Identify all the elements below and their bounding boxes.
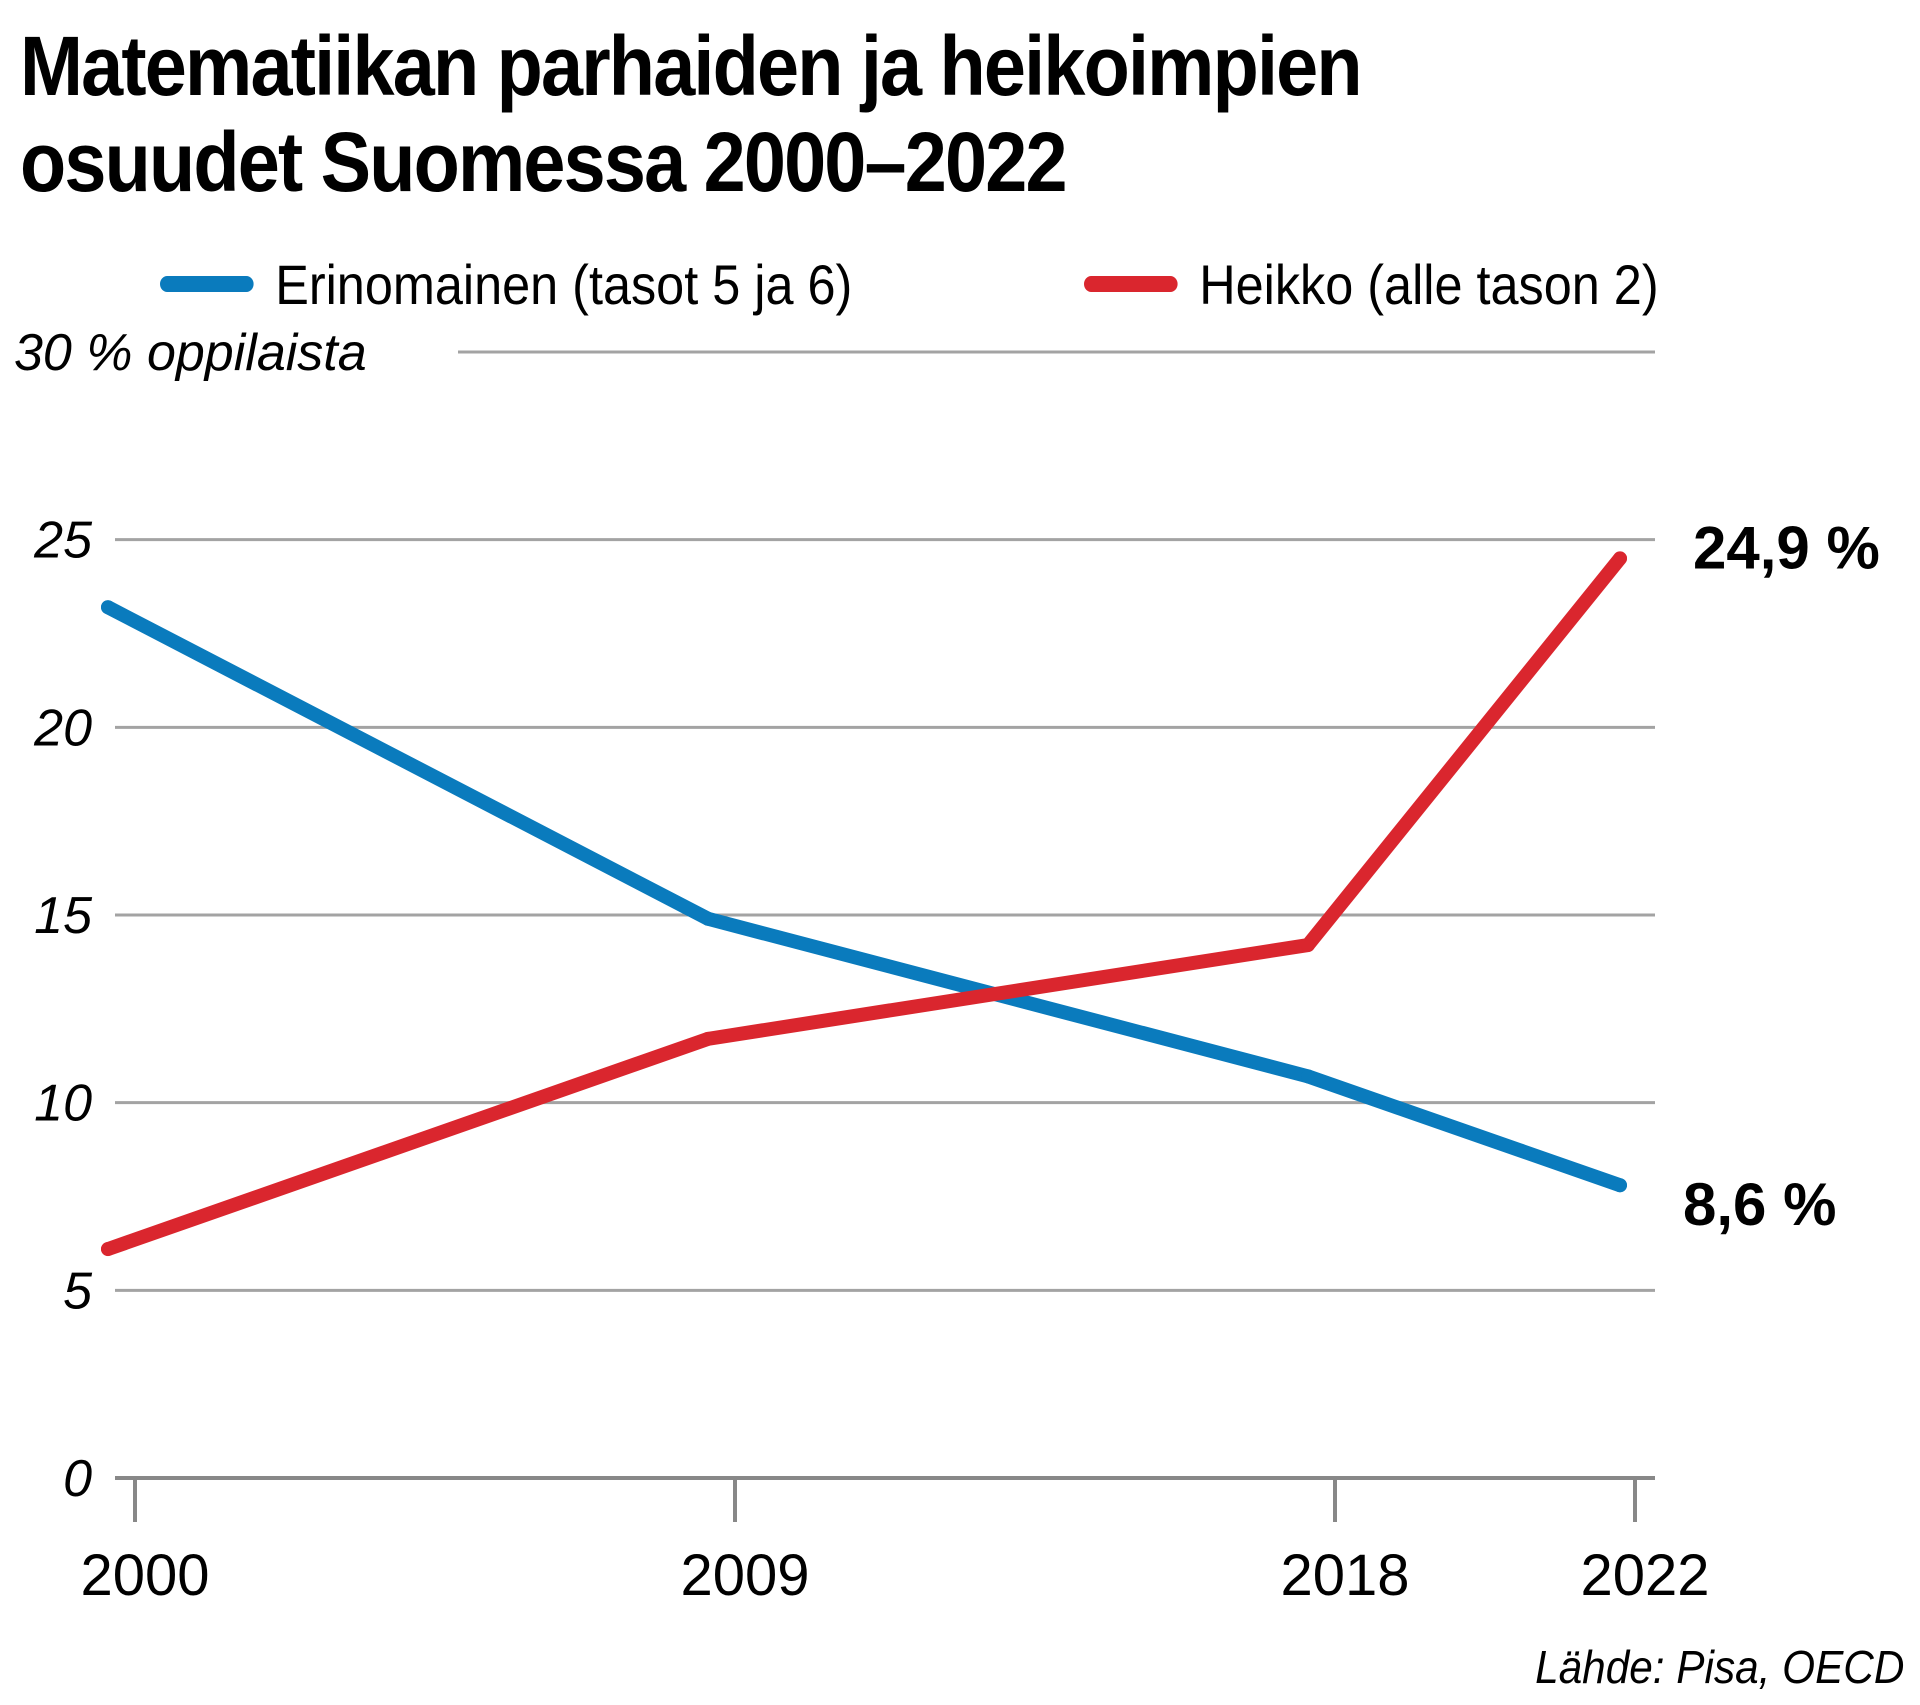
data-point-weak-2009 (701, 1031, 715, 1046)
data-point-weak-2000 (101, 1242, 115, 1257)
y-tick-label-15: 15 (34, 887, 93, 945)
series-line-excellent (101, 600, 1627, 1193)
y-tick-label-20: 20 (33, 699, 92, 757)
legend-item-excellent: Erinomainen (tasot 5 ja 6) (160, 252, 852, 316)
chart-title-line-1: Matematiikan parhaiden ja heikoimpien (20, 19, 1363, 113)
data-point-excellent-2022 (1613, 1178, 1627, 1193)
legend-item-weak: Heikko (alle tason 2) (1084, 252, 1659, 316)
data-point-weak-2022 (1613, 551, 1627, 566)
end-label-weak: 24,9 % (1693, 514, 1880, 581)
x-tick-label-2018: 2018 (1280, 1543, 1409, 1608)
x-tick-label-2000: 2000 (80, 1543, 209, 1608)
chart-title-line-2: osuudet Suomessa 2000–2022 (20, 115, 1068, 209)
y-tick-label-5: 5 (63, 1262, 93, 1320)
legend-swatch-excellent (160, 276, 254, 292)
data-point-excellent-2009 (701, 911, 715, 926)
chart-title: Matematiikan parhaiden ja heikoimpien os… (20, 18, 1694, 210)
series-line-weak (101, 551, 1627, 1257)
y-tick-label-0: 0 (63, 1450, 92, 1508)
end-label-excellent: 8,6 % (1683, 1171, 1836, 1238)
legend-label-weak: Heikko (alle tason 2) (1199, 252, 1659, 316)
data-point-weak-2018 (1301, 938, 1315, 953)
y-tick-label-10: 10 (34, 1075, 92, 1133)
data-point-excellent-2018 (1301, 1069, 1315, 1084)
legend-label-excellent: Erinomainen (tasot 5 ja 6) (275, 252, 853, 316)
x-tick-label-2022: 2022 (1580, 1543, 1709, 1608)
legend-swatch-weak (1084, 276, 1178, 292)
y-tick-label-30: 30 % oppilaista (14, 324, 367, 382)
source-note: Lähde: Pisa, OECD (1534, 1641, 1904, 1693)
y-tick-label-25: 25 (33, 512, 93, 570)
x-tick-label-2009: 2009 (680, 1543, 809, 1608)
data-point-excellent-2000 (101, 600, 115, 615)
